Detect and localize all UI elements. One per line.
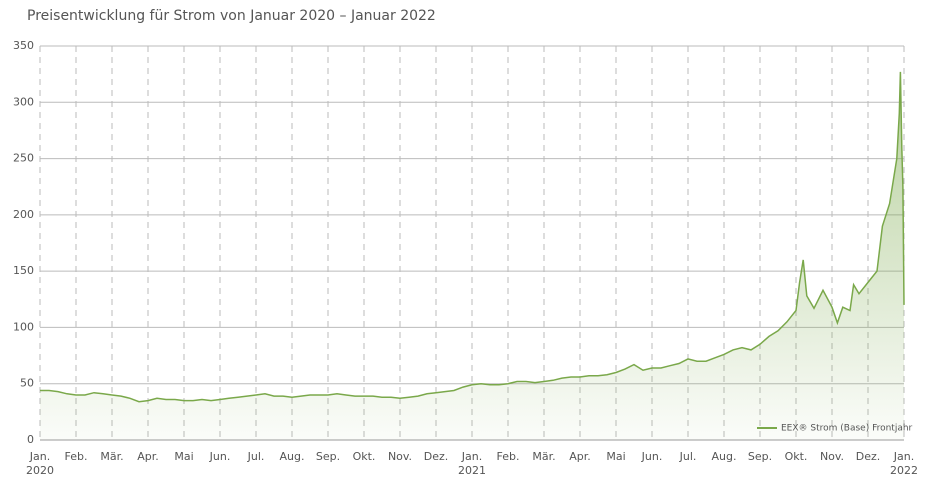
y-tick-label: 0 (27, 433, 34, 446)
x-tick-label: Jan. (461, 450, 482, 463)
x-tick-label: Mär. (100, 450, 123, 463)
x-tick-label: Jan. (893, 450, 914, 463)
y-tick-label: 50 (20, 377, 34, 390)
x-tick-label: Nov. (388, 450, 412, 463)
legend-label: EEX® Strom (Base) Frontjahr (781, 424, 913, 434)
y-tick-label: 250 (13, 152, 34, 165)
y-tick-label: 200 (13, 208, 34, 221)
x-tick-label: Mai (174, 450, 193, 463)
x-tick-label: Mär. (532, 450, 555, 463)
y-tick-label: 300 (13, 95, 34, 108)
x-tick-label: Nov. (820, 450, 844, 463)
x-tick-label: Feb. (497, 450, 520, 463)
chart-title: Preisentwicklung für Strom von Januar 20… (27, 8, 436, 24)
line (40, 71, 905, 403)
y-tick-label: 150 (13, 264, 34, 277)
x-tick-label: Jun. (209, 450, 231, 463)
x-tick-label: Feb. (65, 450, 88, 463)
x-tick-label: Aug. (712, 450, 737, 463)
x-tick-label: Jul. (679, 450, 697, 463)
x-tick-label: Apr. (137, 450, 159, 463)
x-tick-label: Okt. (353, 450, 376, 463)
x-tick-label: Mai (606, 450, 625, 463)
x-tick-label: Jul. (247, 450, 265, 463)
x-tick-label: Sep. (316, 450, 340, 463)
x-tick-label: Okt. (785, 450, 808, 463)
x-tick-label: Sep. (748, 450, 772, 463)
x-tick-label: Aug. (280, 450, 305, 463)
x-tick-label: Jun. (641, 450, 663, 463)
x-tick-label: Jan. (29, 450, 50, 463)
x-year-label: 2022 (890, 464, 918, 477)
x-year-label: 2021 (458, 464, 486, 477)
area (40, 71, 904, 441)
y-tick-label: 350 (13, 39, 34, 52)
x-tick-label: Apr. (569, 450, 591, 463)
x-tick-label: Dez. (424, 450, 449, 463)
x-year-label: 2020 (26, 464, 54, 477)
y-tick-label: 100 (13, 320, 34, 333)
x-tick-label: Dez. (856, 450, 881, 463)
